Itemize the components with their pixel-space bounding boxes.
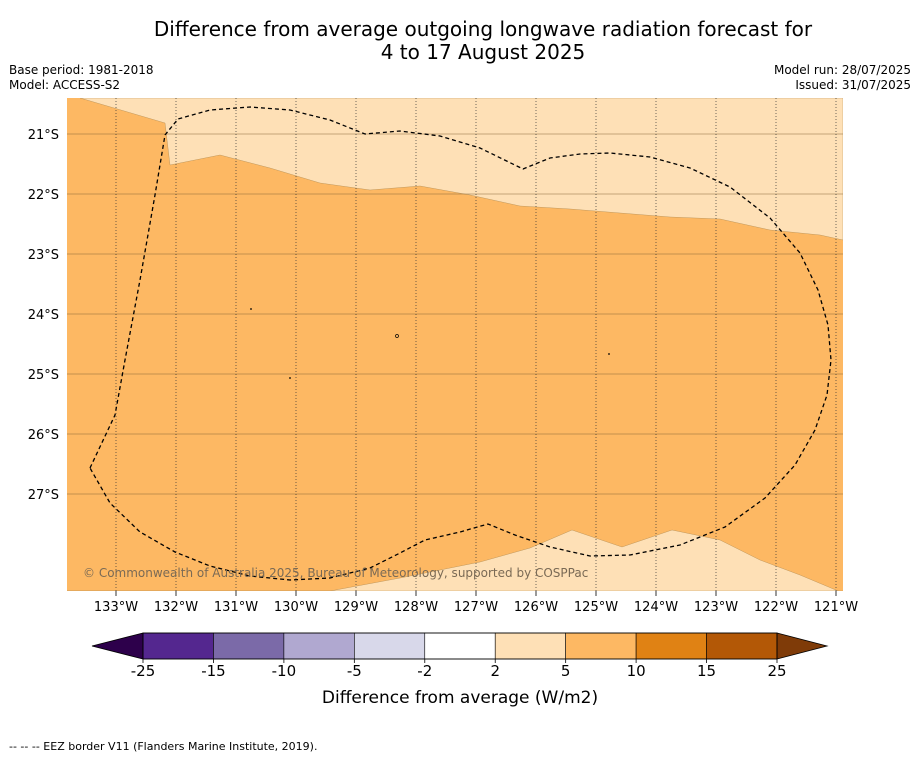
colorbar-tick-label: 2 [490, 662, 500, 680]
lon-label: 122°W [754, 600, 798, 615]
lat-label: 22°S [28, 188, 59, 203]
colorbar-tick-label: 25 [767, 662, 786, 680]
lon-label: 123°W [694, 600, 738, 615]
colorbar-tick-label: 15 [697, 662, 716, 680]
band-2-5-north [79, 98, 843, 241]
chart-title: Difference from average outgoing longwav… [0, 18, 919, 64]
lat-label: 25°S [28, 368, 59, 383]
lon-label: 133°W [94, 600, 138, 615]
colorbar-low-extend [91, 632, 144, 660]
lon-label: 129°W [334, 600, 378, 615]
colorbar-high-extend [776, 632, 829, 660]
lat-label: 27°S [28, 488, 59, 503]
lon-label: 130°W [274, 600, 318, 615]
longitude-labels: 133°W 132°W 131°W 130°W 129°W 128°W 127°W 126°W… [94, 591, 858, 615]
colorbar-tick-label: 5 [561, 662, 571, 680]
colorbar-tick-label: -25 [131, 662, 156, 680]
issued-date: Issued: 31/07/2025 [795, 78, 911, 92]
model-run: Model run: 28/07/2025 [773, 63, 911, 77]
colorbar-cell [494, 632, 566, 660]
lon-label: 128°W [394, 600, 438, 615]
colorbar-cell [565, 632, 637, 660]
colorbar-label: Difference from average (W/m2) [322, 688, 598, 708]
title-line-1: Difference from average outgoing longwav… [153, 17, 813, 41]
map-area: © Commonwealth of Australia 2025, Bureau… [67, 98, 843, 591]
lon-label: 124°W [634, 600, 678, 615]
base-period: Base period: 1981-2018 [9, 63, 154, 77]
colorbar-tick-label: -2 [417, 662, 432, 680]
meta-right: Model run: 28/07/2025 Issued: 31/07/2025 [774, 63, 911, 93]
island-markers [250, 308, 610, 379]
lon-label: 131°W [214, 600, 258, 615]
colorbar-cell [283, 632, 355, 660]
lat-label: 21°S [28, 128, 59, 143]
lon-label: 127°W [454, 600, 498, 615]
lon-label: 121°W [814, 600, 858, 615]
colorbar-frame [142, 632, 778, 660]
latitude-gridlines [67, 133, 843, 495]
copyright-text: © Commonwealth of Australia 2025, Bureau… [83, 566, 588, 580]
latitude-labels: 21°S 22°S 23°S 24°S 25°S 26°S 27°S [28, 128, 59, 503]
colorbar-tick-label: 10 [627, 662, 646, 680]
colorbar-tick-label: -10 [272, 662, 297, 680]
eez-border [89, 106, 832, 581]
lon-label: 126°W [514, 600, 558, 615]
longitude-gridlines [115, 98, 837, 591]
colorbar-cells [142, 632, 778, 660]
lat-label: 26°S [28, 428, 59, 443]
lon-label: 125°W [574, 600, 618, 615]
legend-footnote: -- -- -- EEZ border V11 (Flanders Marine… [9, 740, 318, 753]
colorbar-cell [424, 632, 496, 660]
colorbar-tick-label: -5 [347, 662, 362, 680]
meta-left: Base period: 1981-2018 Model: ACCESS-S2 [9, 63, 154, 93]
colorbar-cell [142, 632, 214, 660]
lon-label: 132°W [154, 600, 198, 615]
title-line-2: 4 to 17 August 2025 [380, 40, 586, 64]
colorbar-cell [213, 632, 285, 660]
colorbar-cell [354, 632, 426, 660]
lat-label: 23°S [28, 248, 59, 263]
colorbar-ticks: -25 -15 -10 -5 -2 2 5 10 15 25 [131, 659, 787, 680]
lat-label: 24°S [28, 308, 59, 323]
colorbar-tick-label: -15 [201, 662, 226, 680]
colorbar-cell [635, 632, 707, 660]
colorbar-cell [706, 632, 778, 660]
model-name: Model: ACCESS-S2 [9, 78, 121, 92]
